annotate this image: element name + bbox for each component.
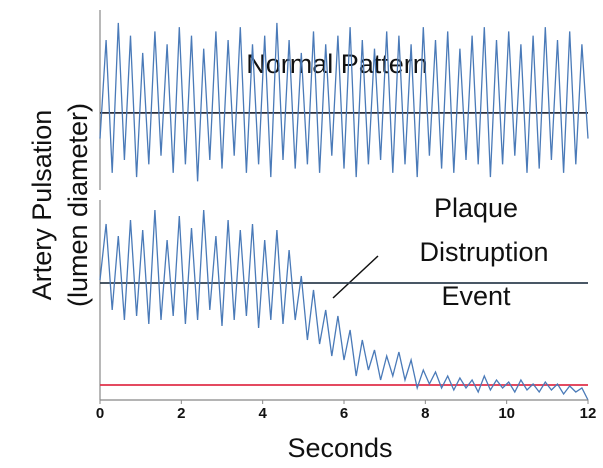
series-line [99, 22, 589, 182]
y-axis-label: (lumen diameter) [63, 103, 93, 307]
x-tick-label: 12 [580, 405, 597, 422]
x-tick-label: 8 [421, 405, 429, 422]
x-tick-label: 6 [340, 405, 348, 422]
annotation: Distruption [419, 237, 548, 267]
x-axis-label: Seconds [287, 433, 392, 463]
y-axis-label: Artery Pulsation [27, 110, 57, 301]
x-tick-label: 0 [96, 405, 104, 422]
annotation: Event [441, 281, 511, 311]
x-tick-label: 10 [498, 405, 515, 422]
annotation: Plaque [434, 193, 518, 223]
x-tick-label: 4 [258, 405, 267, 422]
series-line [99, 209, 589, 401]
x-tick-label: 2 [177, 405, 185, 422]
annotation-pointer [332, 255, 379, 299]
